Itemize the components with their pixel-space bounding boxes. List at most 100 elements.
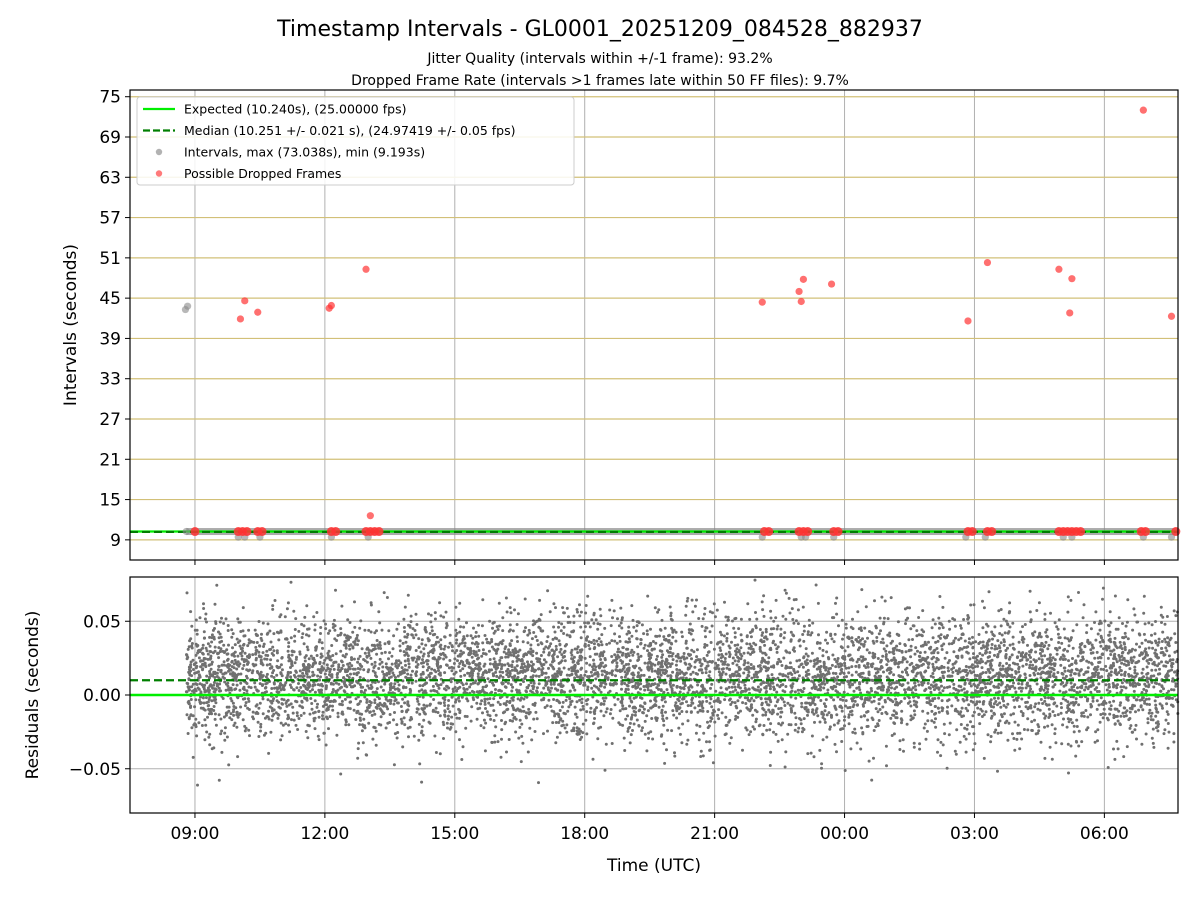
residual-point [990,630,994,634]
residual-point [843,724,846,728]
residual-point [1079,659,1083,663]
residual-point [657,687,661,691]
residual-point [362,668,366,672]
residual-point [989,666,993,670]
residual-point [346,706,350,710]
residual-point [872,699,876,703]
residual-point [1019,652,1023,656]
residual-point [818,720,822,724]
residual-point [235,713,239,717]
residual-point [948,627,952,631]
residual-point [477,649,481,652]
residual-point [550,648,554,652]
residual-point [671,683,675,687]
residual-point [1160,621,1163,624]
residual-point [196,651,200,655]
residual-point [1016,662,1020,666]
residual-point [253,685,257,689]
residual-point [661,665,664,669]
residual-point [476,667,480,671]
residual-point [1091,681,1095,685]
residual-point [755,710,759,714]
residual-point [210,699,214,703]
residual-point [713,734,717,738]
residual-point [1157,662,1161,666]
residual-point [497,601,501,605]
residual-point [1095,650,1099,654]
residual-point [599,690,603,694]
residual-point [571,660,575,664]
residual-point [1048,675,1052,679]
residual-point [412,636,416,640]
residual-point [1006,738,1010,742]
residual-point [630,713,634,717]
residual-point [742,671,746,675]
residual-point [660,698,664,702]
residual-point [457,617,461,621]
intervals-y-tick-label: 27 [99,410,121,430]
residual-point [459,674,463,678]
residual-point [1046,657,1050,661]
residual-point [343,655,347,659]
residual-point [476,672,480,676]
residual-point [431,633,435,637]
residual-point [652,683,655,686]
residual-point [289,686,293,689]
residual-point [219,732,223,736]
residual-point [984,686,988,689]
residual-point [552,625,556,629]
residual-point [1134,723,1138,727]
residual-point [602,714,606,718]
residual-point [854,670,858,674]
residual-point [679,659,683,663]
residual-point [816,673,820,677]
residual-point [753,578,757,582]
residual-point [1062,717,1065,721]
residual-point [918,747,922,751]
residual-point [354,718,358,721]
residual-point [298,669,302,673]
residual-point [247,728,251,732]
residual-point [825,681,829,684]
residual-point [882,647,886,651]
residual-point [1169,636,1173,640]
residual-point [651,705,655,709]
residual-point [836,662,840,666]
residual-point [363,688,367,692]
residual-point [1004,685,1008,689]
residual-point [242,634,246,638]
residual-point [426,662,429,666]
residual-point [614,674,617,678]
residual-point [662,742,666,746]
residual-point [402,650,406,654]
residual-point [756,664,760,668]
residual-point [624,717,628,721]
intervals-y-tick-label: 39 [99,329,121,349]
residual-point [521,741,525,745]
residual-point [588,663,592,667]
residual-point [315,654,319,657]
residual-point [890,686,893,690]
residual-point [653,663,657,667]
residual-point [664,710,667,714]
residual-point [259,670,263,674]
residual-point [202,607,206,610]
residual-point [1052,672,1056,676]
residual-point [487,701,491,705]
residual-point [887,685,891,689]
residual-point [877,719,881,722]
residual-point [781,721,785,725]
residual-point [196,783,199,787]
residual-point [222,660,226,664]
residual-point [943,656,947,660]
residual-point [747,733,751,737]
residual-point [236,715,240,719]
residual-point [238,712,242,716]
residual-point [609,624,613,628]
residual-point [265,663,269,667]
residual-point [822,686,826,690]
residual-point [381,670,385,674]
residual-point [1112,640,1116,644]
residual-point [851,627,855,631]
residual-point [461,667,465,671]
